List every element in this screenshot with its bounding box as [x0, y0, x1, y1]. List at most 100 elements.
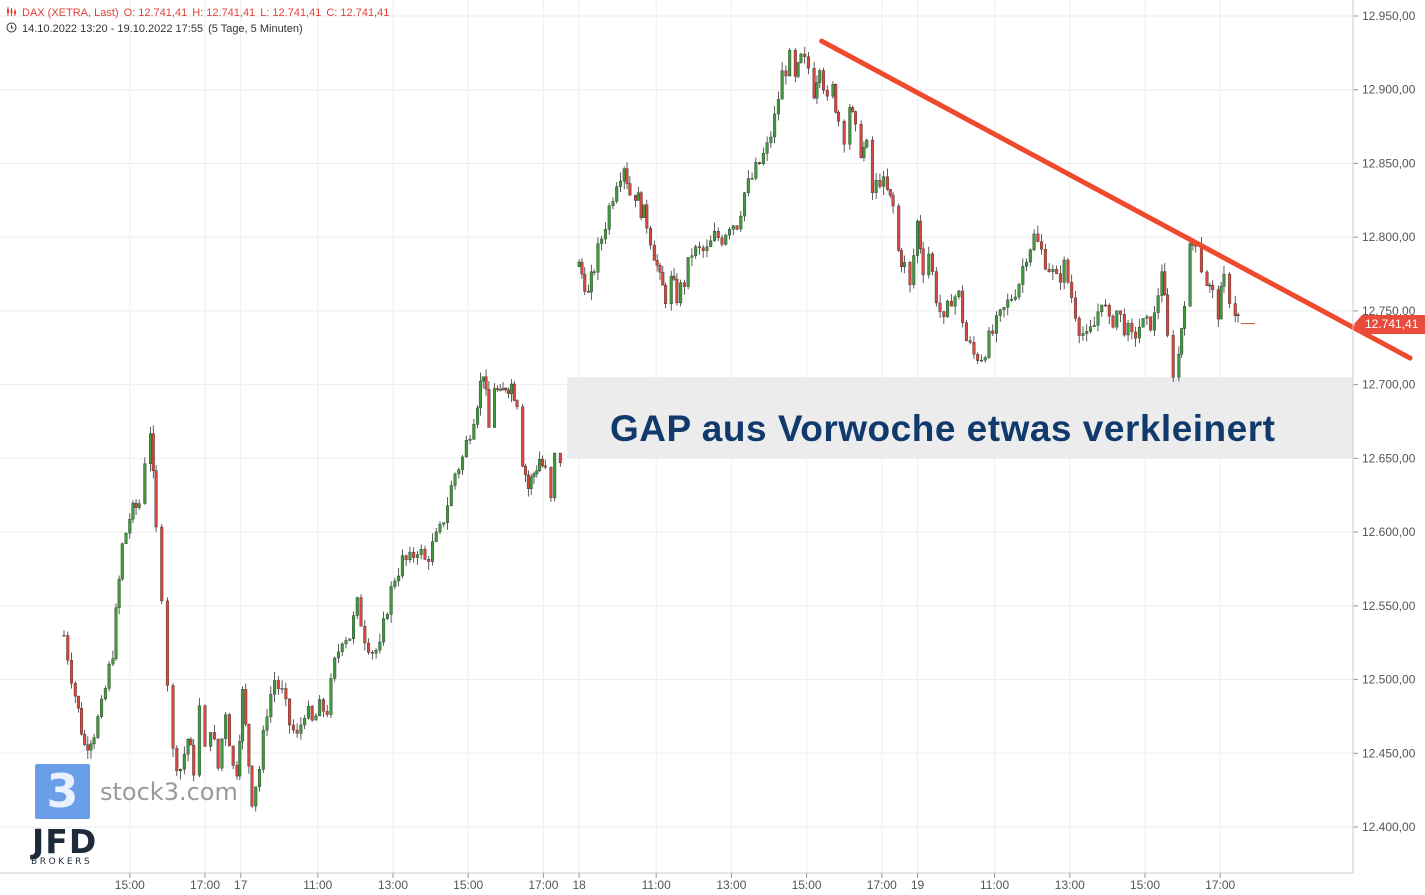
candle-body: [538, 458, 542, 471]
candle-body: [340, 643, 344, 652]
candle-body: [318, 699, 322, 717]
candle-body: [393, 580, 397, 587]
candle-body: [902, 262, 906, 267]
candle-body: [1216, 289, 1220, 320]
candle-body: [658, 265, 662, 273]
candle-body: [1070, 282, 1074, 298]
candle-body: [76, 695, 80, 709]
candle-body: [80, 708, 84, 735]
candle-body: [1107, 305, 1111, 317]
candle-body: [227, 714, 231, 747]
candle-body: [837, 112, 841, 122]
candle-body: [1141, 318, 1145, 328]
instrument-name[interactable]: DAX (XETRA, Last): [22, 7, 119, 19]
candle-body: [1188, 243, 1192, 307]
candle-body: [815, 82, 819, 99]
candle-body: [946, 300, 950, 317]
candle-body: [1073, 297, 1077, 319]
candle-body: [1122, 314, 1126, 336]
x-tick-label: 15:00: [115, 878, 145, 892]
y-tick-label: 12.850,00: [1362, 156, 1416, 170]
candle-body: [1032, 233, 1036, 250]
candle-body: [250, 765, 254, 807]
candle-body: [639, 192, 643, 218]
candle-body: [793, 50, 797, 77]
candle-body: [370, 652, 374, 654]
close-value: C: 12.741,41: [326, 7, 390, 19]
candle-body: [96, 716, 100, 738]
trendline[interactable]: [819, 38, 1413, 361]
candle-body: [192, 744, 196, 776]
candle-body: [882, 176, 886, 187]
x-tick-label: 13:00: [378, 878, 408, 892]
candle-body: [831, 84, 835, 97]
candle-body: [921, 248, 925, 276]
x-tick-label: 15:00: [453, 878, 483, 892]
candle-body: [1047, 268, 1051, 272]
candle-body: [690, 255, 694, 258]
candlestick-icon[interactable]: [6, 6, 17, 20]
candle-body: [212, 732, 216, 740]
candle-body: [705, 246, 709, 251]
candle-body: [825, 90, 829, 97]
candle-body: [265, 716, 269, 731]
date-range: 14.10.2022 13:20 - 19.10.2022 17:55: [22, 23, 204, 35]
candle-body: [336, 651, 340, 659]
candle-body: [1058, 273, 1062, 283]
candle-body: [280, 688, 284, 690]
x-tick-label: 11:00: [980, 878, 1009, 892]
candle-body: [927, 253, 931, 276]
y-tick-label: 12.650,00: [1362, 451, 1416, 465]
candle-body: [258, 769, 262, 788]
candle-body: [1163, 271, 1167, 296]
candle-body: [1062, 259, 1066, 283]
candle-body: [728, 229, 732, 236]
candle-body: [476, 407, 480, 425]
candle-body: [701, 247, 705, 251]
candle-body: [1145, 316, 1149, 319]
candle-body: [457, 469, 461, 475]
x-axis: 15:00 17:00 17 11:00 13:00 15:00 17:00 18 11:00 1…: [115, 873, 1236, 892]
candle-body: [430, 541, 434, 562]
candle-body: [853, 111, 857, 125]
candle-body: [186, 738, 190, 755]
candle-body: [509, 383, 513, 394]
high-value: H: 12.741,41: [192, 7, 256, 19]
candle-body: [818, 70, 822, 83]
candle-body: [235, 765, 239, 777]
candle-body: [1006, 299, 1010, 308]
candle-body: [848, 107, 852, 145]
candle-body: [397, 575, 401, 582]
candle-body: [1100, 304, 1104, 312]
candle-body: [493, 388, 497, 428]
candle-body: [743, 192, 747, 217]
candle-body: [148, 433, 152, 464]
candle-body: [675, 278, 679, 304]
candle-body: [434, 531, 438, 542]
candle-body: [652, 244, 656, 261]
candle-body: [314, 715, 318, 721]
y-axis: 12.400,00 12.450,00 12.500,00 12.550,00 12.6…: [0, 0, 1416, 874]
candle-body: [333, 657, 337, 679]
candle-body: [73, 683, 77, 697]
candle-body: [1013, 296, 1017, 300]
candle-body: [1130, 322, 1134, 333]
candle-body: [1002, 307, 1006, 310]
candle-body: [596, 243, 600, 273]
x-tick-label: 17: [234, 878, 248, 892]
candle-body: [128, 518, 132, 534]
candle-body: [622, 168, 626, 182]
broker-logo: JFD: [32, 822, 98, 861]
candle-body: [151, 433, 155, 472]
candle-body: [694, 246, 698, 256]
candle-body: [329, 678, 333, 715]
candle-body: [822, 70, 826, 91]
candle-body: [521, 406, 525, 467]
candle-body: [1149, 316, 1153, 331]
y-tick-label: 12.450,00: [1362, 746, 1416, 760]
candle-body: [111, 658, 115, 665]
candle-body: [649, 227, 653, 246]
x-tick-label: 17:00: [867, 878, 897, 892]
candle-body: [203, 705, 207, 747]
